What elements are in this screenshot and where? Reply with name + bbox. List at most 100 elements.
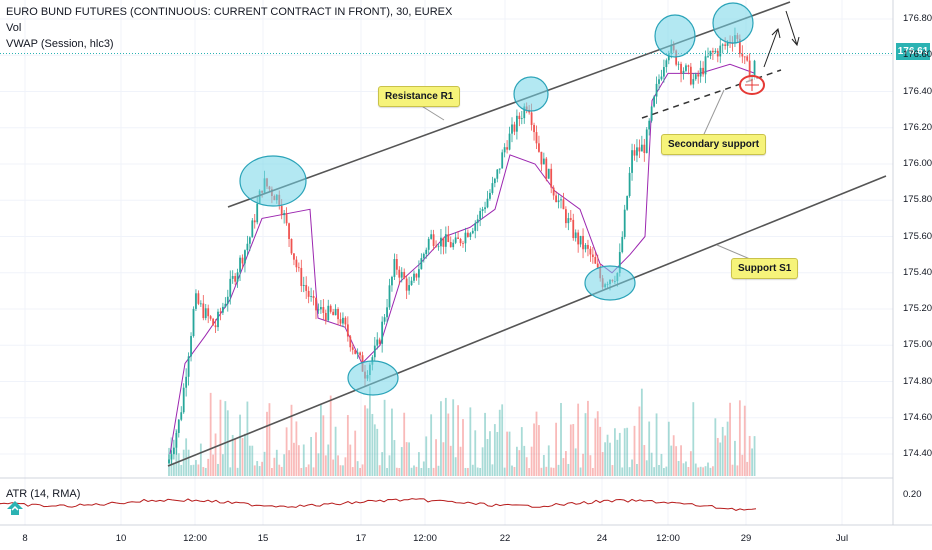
vwap-indicator-label[interactable]: VWAP (Session, hlc3): [6, 38, 114, 50]
volume-bar: [192, 464, 195, 476]
volume-bar: [731, 464, 734, 476]
candle-body: [658, 79, 660, 84]
candle-body: [572, 219, 575, 239]
y-axis-tick: 175.20: [903, 303, 932, 314]
x-axis-tick: 29: [740, 533, 752, 544]
projection-down-arrow-icon: [785, 10, 800, 47]
candle-body: [464, 232, 467, 244]
volume-bar: [611, 465, 614, 476]
candle-body: [420, 258, 423, 270]
candle-body: [680, 63, 682, 74]
candle-body: [317, 309, 320, 311]
candle-body: [229, 278, 232, 297]
volume-bar: [594, 418, 597, 476]
tradingview-logo-icon: [7, 501, 23, 515]
volume-bar: [339, 465, 342, 476]
secondary-support-callout[interactable]: Secondary support: [661, 134, 767, 155]
support-s1-callout[interactable]: Support S1: [731, 258, 799, 279]
volume-bar: [638, 406, 641, 476]
volume-bar: [587, 400, 589, 476]
candle-body: [207, 308, 210, 317]
candle-body: [479, 210, 482, 220]
volume-bar: [525, 457, 528, 476]
resistance-r1-callout[interactable]: Resistance R1: [378, 86, 461, 107]
volume-bar: [398, 467, 401, 476]
candle-body: [454, 237, 457, 243]
volume-bar: [234, 438, 237, 476]
pivot-circle-highlight: [584, 265, 636, 301]
candle-body: [501, 152, 504, 169]
volume-bar: [506, 431, 508, 476]
last-price-tag: 176.61: [896, 43, 930, 60]
candle-body: [741, 53, 744, 57]
candle-body: [197, 293, 200, 304]
candle-body: [489, 192, 491, 199]
candle-body: [726, 41, 729, 46]
volume-bar: [354, 430, 357, 476]
candle-body: [285, 213, 288, 224]
candle-body: [459, 238, 462, 244]
volume-bar: [692, 402, 695, 476]
volume-bar: [704, 466, 707, 476]
volume-bar: [219, 399, 222, 476]
candle-body: [175, 432, 178, 448]
volume-bar: [513, 466, 516, 476]
volume-bar: [503, 467, 506, 476]
volume-indicator-label[interactable]: Vol: [6, 22, 22, 34]
candle-body: [452, 242, 455, 248]
volume-bar: [383, 399, 386, 476]
volume-bar: [427, 467, 430, 476]
candle-body: [638, 147, 641, 152]
volume-bar: [361, 464, 364, 476]
candle-body: [410, 280, 413, 286]
volume-bar: [207, 458, 210, 476]
candle-body: [222, 306, 224, 313]
volume-bar: [557, 464, 560, 476]
volume-bar: [618, 432, 621, 476]
candle-body: [425, 249, 428, 254]
atr-indicator-label[interactable]: ATR (14, RMA): [6, 488, 81, 500]
candle-body: [204, 308, 207, 319]
volume-bar: [530, 446, 533, 476]
candle-body: [633, 150, 636, 156]
volume-bar: [180, 464, 183, 476]
volume-bar: [474, 430, 477, 476]
volume-bar: [560, 402, 562, 476]
volume-bar: [381, 452, 384, 476]
candle-body: [280, 205, 283, 216]
volume-bar: [550, 467, 553, 476]
candle-body: [300, 267, 303, 286]
volume-bar: [388, 455, 391, 476]
volume-bar: [251, 445, 254, 476]
candle-body: [219, 311, 222, 313]
volume-bar: [631, 459, 633, 476]
volume-bar: [400, 447, 403, 476]
volume-bar: [719, 442, 722, 476]
candle-body: [244, 250, 246, 264]
candle-body: [682, 70, 685, 74]
candle-body: [234, 276, 237, 282]
candle-body: [486, 198, 489, 208]
volume-bar: [562, 458, 565, 476]
candle-body: [535, 132, 538, 144]
volume-bar: [386, 467, 388, 476]
candle-body: [474, 223, 477, 231]
volume-bar: [535, 411, 538, 476]
volume-bar: [751, 448, 753, 476]
volume-bar: [195, 460, 197, 476]
candle-body: [187, 356, 190, 377]
pivot-circle-highlight: [712, 2, 754, 44]
volume-bar: [364, 405, 366, 476]
candle-body: [305, 285, 308, 291]
volume-bar: [444, 397, 447, 476]
candle-body: [395, 259, 398, 270]
volume-bar: [714, 418, 717, 476]
candle-body: [685, 65, 687, 71]
candle-body: [173, 447, 175, 455]
volume-bar: [332, 459, 335, 476]
candle-body: [579, 235, 582, 245]
candle-body: [440, 237, 442, 247]
volume-bar: [574, 448, 577, 476]
candle-body: [508, 133, 511, 150]
candle-body: [471, 230, 474, 234]
